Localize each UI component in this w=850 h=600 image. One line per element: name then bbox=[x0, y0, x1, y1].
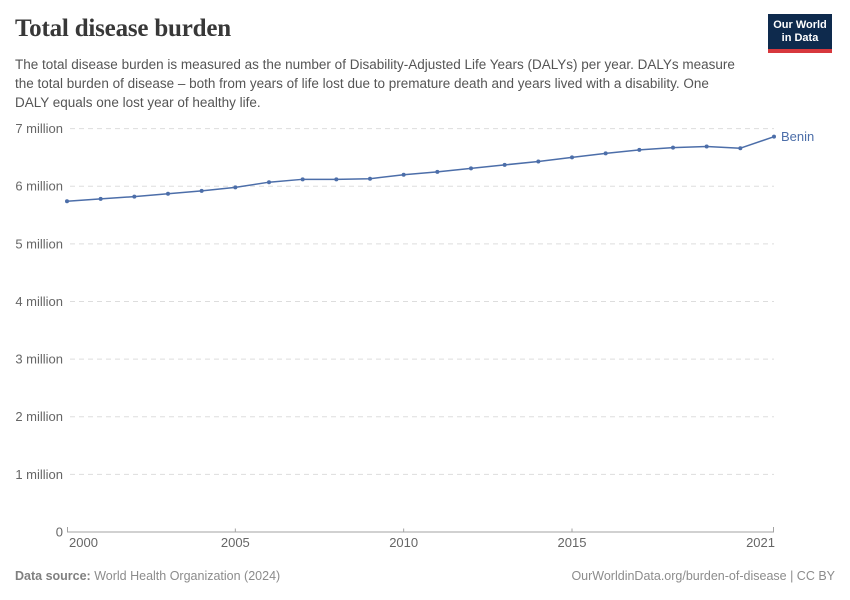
data-point[interactable] bbox=[469, 166, 473, 171]
data-source: Data source: World Health Organization (… bbox=[15, 569, 280, 583]
y-tick-label: 5 million bbox=[15, 236, 63, 251]
x-tick-label: 2005 bbox=[221, 535, 250, 550]
y-tick-label: 2 million bbox=[15, 409, 63, 424]
data-point[interactable] bbox=[267, 180, 271, 185]
x-tick-label: 2000 bbox=[69, 535, 98, 550]
data-point[interactable] bbox=[671, 145, 675, 150]
data-point[interactable] bbox=[233, 185, 238, 190]
y-tick-label: 4 million bbox=[15, 294, 63, 309]
series-label-benin[interactable]: Benin bbox=[781, 129, 814, 144]
data-point[interactable] bbox=[300, 177, 305, 182]
data-point[interactable] bbox=[98, 196, 103, 201]
subtitle-line: The total disease burden is measured as … bbox=[15, 57, 634, 72]
data-point[interactable] bbox=[132, 194, 137, 199]
data-point[interactable] bbox=[199, 188, 204, 193]
x-tick-label: 2010 bbox=[389, 535, 418, 550]
y-tick-label: 0 bbox=[56, 525, 63, 540]
data-point[interactable] bbox=[738, 146, 743, 151]
credit-link[interactable]: OurWorldinData.org/burden-of-disease | C… bbox=[571, 569, 835, 583]
data-point[interactable] bbox=[637, 147, 642, 152]
y-tick-label: 1 million bbox=[15, 467, 63, 482]
data-source-value: World Health Organization (2024) bbox=[90, 569, 281, 583]
data-point[interactable] bbox=[772, 134, 776, 139]
data-point[interactable] bbox=[570, 155, 574, 160]
y-tick-label: 3 million bbox=[15, 352, 63, 367]
data-point[interactable] bbox=[704, 144, 709, 149]
data-point[interactable] bbox=[536, 159, 541, 164]
subtitle-line: lived with a disability. One DALY equals… bbox=[15, 76, 709, 110]
data-point[interactable] bbox=[603, 151, 608, 156]
owid-logo[interactable]: Our World in Data bbox=[768, 14, 832, 53]
data-point[interactable] bbox=[65, 199, 69, 204]
subtitle-line: DALYs measure the total burden of diseas… bbox=[15, 57, 735, 91]
x-tick-label: 2015 bbox=[558, 535, 587, 550]
y-tick-label: 7 million bbox=[15, 121, 63, 136]
series-line-benin[interactable] bbox=[66, 135, 775, 202]
data-point[interactable] bbox=[368, 176, 372, 181]
owid-logo-text-line1: Our World bbox=[773, 19, 827, 31]
data-source-label: Data source: bbox=[15, 569, 91, 583]
x-tick-label: 2021 bbox=[746, 535, 775, 550]
page-title: Total disease burden bbox=[15, 15, 231, 42]
data-point[interactable] bbox=[502, 162, 507, 167]
y-tick-label: 6 million bbox=[15, 179, 63, 194]
data-point[interactable] bbox=[435, 169, 440, 174]
chart-subtitle: The total disease burden is measured as … bbox=[15, 55, 745, 112]
owid-logo-text-line2: in Data bbox=[781, 32, 819, 44]
data-point[interactable] bbox=[401, 172, 406, 177]
data-point[interactable] bbox=[334, 177, 339, 182]
data-point[interactable] bbox=[166, 191, 170, 196]
